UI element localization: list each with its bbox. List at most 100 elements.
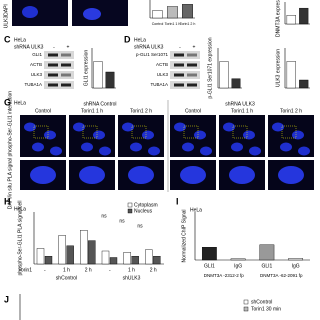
legend-swatch (127, 202, 133, 208)
legend-swatch (243, 306, 249, 312)
nucleus (99, 146, 111, 156)
panel-letter: H (4, 196, 11, 206)
nucleus (298, 146, 310, 156)
nucleus (22, 6, 38, 18)
label: + (67, 44, 70, 50)
label: shULK3 (123, 275, 141, 281)
blot-strip (170, 61, 200, 69)
label: shRNA ULK3 (14, 44, 44, 50)
label: HeLa (14, 206, 26, 212)
band (48, 83, 58, 87)
bar (145, 249, 153, 265)
bar (182, 4, 193, 19)
stain-label: ULK3 (3, 16, 9, 29)
label: 2 h (85, 267, 92, 273)
bar (153, 256, 161, 265)
label: - (44, 267, 46, 273)
label: DNMT3A -2312-2 fp (204, 273, 245, 278)
blot-strip (44, 51, 74, 59)
band-label: GLI1 (32, 52, 42, 57)
nucleus (194, 130, 206, 140)
blot-strip (44, 61, 74, 69)
panel-letter: C (4, 34, 11, 44)
bar (219, 61, 229, 89)
band-label: ULK3 (31, 72, 43, 77)
bar (36, 248, 45, 265)
nucleus (81, 142, 93, 152)
micrograph (12, 0, 68, 26)
band (174, 63, 184, 67)
legend-label: Cytoplasm (134, 202, 158, 208)
bar (286, 14, 296, 25)
nucleus (182, 142, 194, 152)
label: ns (119, 218, 125, 224)
bar (299, 7, 309, 25)
label: ns (101, 213, 107, 219)
bar (231, 78, 241, 89)
nucleus (93, 130, 105, 140)
bar (131, 256, 139, 265)
nucleus (249, 146, 261, 156)
label: HeLa (14, 37, 26, 43)
label: shRNA ULK3 (134, 44, 164, 50)
label: GLI1 (261, 263, 272, 269)
bar (88, 240, 96, 265)
axis-label: GLI1 expression (83, 50, 89, 87)
bar (152, 10, 163, 19)
nucleus (50, 146, 62, 156)
bar (299, 79, 309, 89)
band (187, 73, 197, 77)
label: IgG (292, 263, 300, 269)
nucleus (272, 122, 284, 132)
nucleus (122, 122, 134, 132)
label: 2 h (150, 267, 157, 273)
column-label: Torin1 2 h (130, 108, 152, 114)
bar (259, 244, 275, 261)
column-label: Control (35, 108, 51, 114)
label: shControl (56, 275, 77, 281)
column-label: Control (185, 108, 201, 114)
panel-letter: I (176, 196, 179, 206)
bar (58, 235, 66, 265)
label: GLI1 (204, 263, 215, 269)
band (187, 63, 197, 67)
band (61, 83, 71, 87)
x-label: Torin1 1 h (165, 22, 181, 26)
bar (101, 250, 110, 265)
band (61, 53, 71, 57)
bar (123, 252, 131, 265)
bar (44, 256, 53, 265)
axis-label: DNMT3A expression (275, 0, 281, 37)
band-label: p-GLI1 Ser1071 (136, 52, 169, 57)
panel-letter: D (124, 34, 131, 44)
band (48, 63, 58, 67)
blot-strip (170, 51, 200, 59)
x-label: Control (152, 22, 164, 26)
bar (167, 6, 178, 19)
column-label: Torin1 1 h (81, 108, 103, 114)
blot-strip (44, 71, 74, 79)
nucleus (142, 130, 154, 140)
axis-label: phospho-Ser-GLI1 PLA signal/cell (17, 200, 23, 275)
nucleus (32, 142, 44, 152)
nucleus (292, 130, 304, 140)
bar (105, 71, 115, 89)
bar (201, 246, 217, 261)
nucleus (130, 142, 142, 152)
label: HeLa (134, 37, 146, 43)
nucleus (229, 166, 255, 184)
nucleus (24, 122, 36, 132)
stain-label: DAPI (3, 4, 9, 16)
nucleus (223, 122, 235, 132)
nucleus (44, 130, 56, 140)
label: - (179, 44, 181, 50)
nucleus (278, 166, 304, 184)
band-label: ACTB (30, 62, 42, 67)
band (174, 83, 184, 87)
zoom-box (183, 125, 199, 139)
legend-label: Nucleus (134, 208, 153, 214)
bar (66, 245, 74, 265)
column-label: Torin1 2 h (280, 108, 302, 114)
axis-label: ULK3 expression (275, 49, 281, 87)
